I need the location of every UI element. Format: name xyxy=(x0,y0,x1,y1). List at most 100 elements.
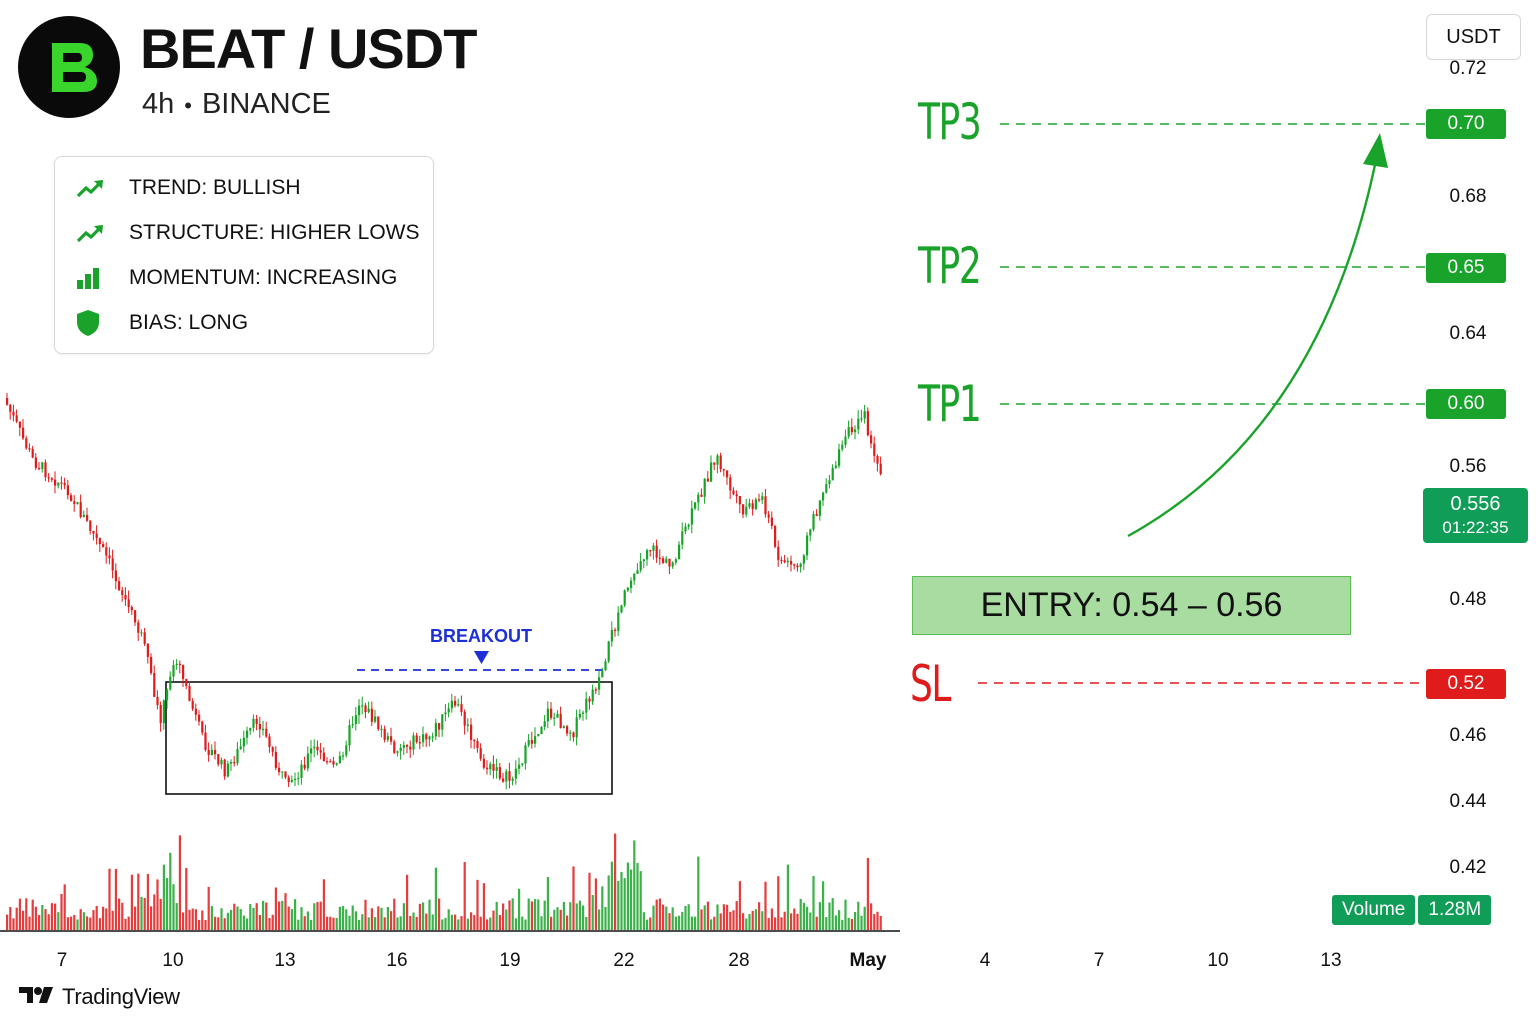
volume-bar xyxy=(127,916,130,930)
candle-body xyxy=(130,607,133,611)
x-tick-label: 4 xyxy=(979,950,991,971)
x-tick-label: 10 xyxy=(1207,950,1229,971)
volume-bar xyxy=(50,903,53,930)
candle-body xyxy=(694,502,697,509)
candle-body xyxy=(358,705,361,716)
volume-bar xyxy=(290,909,293,930)
tradingview-brand[interactable]: TradingView xyxy=(18,984,180,1010)
volume-bar xyxy=(185,867,188,930)
candle-body xyxy=(671,562,674,567)
candle-body xyxy=(15,415,18,422)
volume-bar xyxy=(828,902,831,930)
volume-bar xyxy=(518,888,521,930)
volume-bar xyxy=(412,912,415,930)
candle-body xyxy=(684,526,687,532)
y-tick-label: 0.68 xyxy=(1449,186,1487,207)
candle-body xyxy=(783,560,786,563)
candle-body xyxy=(89,520,92,531)
candle-body xyxy=(850,427,853,433)
volume-bar xyxy=(194,909,197,930)
x-tick-label: 19 xyxy=(499,950,521,971)
candle-body xyxy=(719,455,722,470)
volume-bar xyxy=(537,899,540,930)
volume-bar xyxy=(214,916,217,930)
candle-body xyxy=(598,677,601,690)
candle-body xyxy=(271,747,274,752)
candle-body xyxy=(262,728,265,731)
candle-body xyxy=(6,398,9,405)
candle-body xyxy=(44,462,47,478)
volume-bar xyxy=(780,917,783,930)
volume-bar xyxy=(454,914,457,930)
volume-bar xyxy=(294,899,297,930)
volume-bar xyxy=(124,918,127,930)
candle-body xyxy=(738,496,741,505)
volume-bar xyxy=(60,893,63,930)
volume-bar xyxy=(783,911,786,930)
volume-bar xyxy=(370,908,373,930)
candle-body xyxy=(546,708,549,722)
volume-bar xyxy=(844,899,847,930)
volume-bar xyxy=(527,898,530,930)
candle-body xyxy=(873,443,876,456)
candle-body xyxy=(652,545,655,551)
volume-bar xyxy=(706,901,709,930)
volume-bar xyxy=(374,917,377,930)
volume-bar xyxy=(239,909,242,930)
candle-body xyxy=(854,429,857,433)
timeframe-label[interactable]: 4h xyxy=(142,88,175,120)
volume-bar xyxy=(364,899,367,930)
volume-bar xyxy=(534,899,537,930)
volume-bar xyxy=(191,908,194,930)
volume-bar xyxy=(822,881,825,930)
candle-body xyxy=(274,751,277,768)
candle-body xyxy=(678,544,681,560)
volume-bar xyxy=(850,918,853,930)
volume-bar xyxy=(169,852,172,930)
candle-body xyxy=(681,531,684,545)
volume-bar xyxy=(95,905,98,930)
candle-body xyxy=(543,721,546,728)
candle-body xyxy=(34,457,37,468)
candle-body xyxy=(463,711,466,726)
volume-bar xyxy=(79,909,82,930)
candle-body xyxy=(482,758,485,768)
candle-body xyxy=(406,744,409,747)
candle-body xyxy=(364,705,367,713)
volume-bar xyxy=(735,901,738,930)
volume-bar xyxy=(502,903,505,930)
candle-body xyxy=(646,550,649,560)
x-tick-label: 13 xyxy=(1320,950,1342,971)
candle-body xyxy=(732,490,735,495)
volume-bar xyxy=(831,898,834,930)
candle-body xyxy=(223,759,226,777)
candle-body xyxy=(834,465,837,468)
candle-body xyxy=(102,544,105,548)
candle-body xyxy=(201,721,204,733)
candle-body xyxy=(66,485,69,496)
currency-selector[interactable]: USDT xyxy=(1426,14,1521,60)
volume-bar xyxy=(6,914,9,930)
candle-body xyxy=(610,629,613,642)
candle-body xyxy=(204,732,207,751)
volume-tag: Volume 1.28M xyxy=(1332,895,1494,925)
candle-body xyxy=(441,714,444,730)
candle-body xyxy=(626,587,629,591)
candle-body xyxy=(159,704,162,724)
volume-bar xyxy=(668,913,671,930)
volume-bar xyxy=(671,907,674,930)
candle-body xyxy=(134,610,137,623)
candle-body xyxy=(713,462,716,465)
candle-body xyxy=(514,768,517,779)
candle-body xyxy=(639,561,642,571)
volume-bar xyxy=(476,879,479,930)
volume-bar xyxy=(402,903,405,930)
candle-body xyxy=(799,563,802,568)
breakout-marker-icon xyxy=(474,651,489,664)
volume-bar xyxy=(556,907,559,930)
volume-bar xyxy=(681,911,684,930)
volume-bar xyxy=(15,907,18,930)
volume-bar xyxy=(505,909,508,930)
volume-bar xyxy=(134,906,137,930)
